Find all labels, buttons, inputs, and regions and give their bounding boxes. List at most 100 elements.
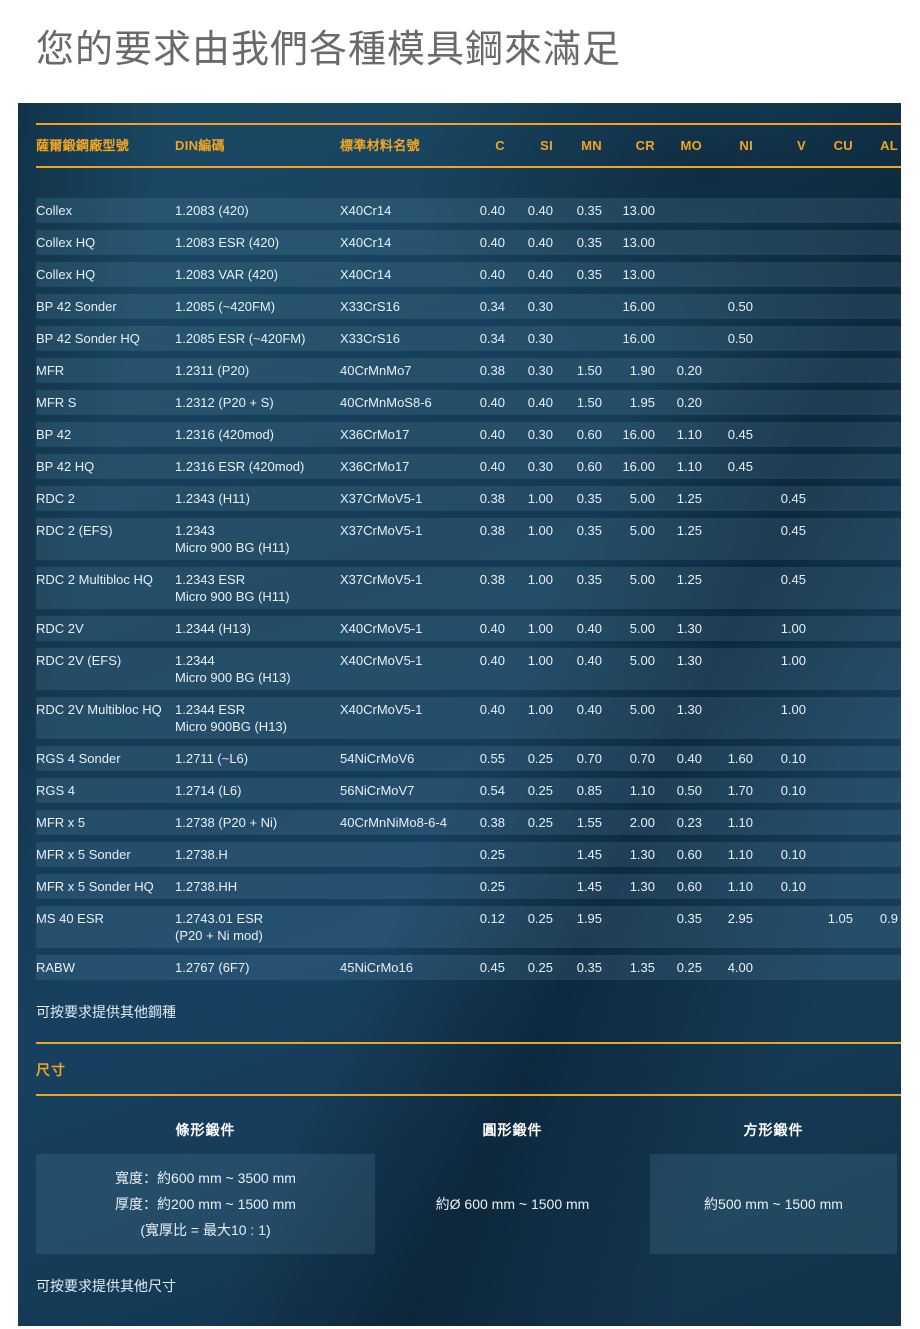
cell-value: 0.35 — [576, 523, 602, 538]
table-row: MFR x 5 1.2738 (P20 + Ni) 40CrMnNiMo8-6-4 0… — [36, 810, 901, 835]
cell-value: 0.30 — [527, 331, 553, 346]
cell-value: 0.25 — [479, 847, 505, 862]
cell-value: 0.25 — [479, 879, 505, 894]
cell-value: 1.25 — [676, 491, 702, 506]
cell-din: 1.2316 ESR (420mod) — [175, 459, 305, 474]
col-header-c: C — [495, 138, 505, 153]
cell-value: 0.45 — [727, 459, 753, 474]
sizes-top-rule — [36, 1042, 901, 1044]
cell-value: 0.20 — [676, 395, 702, 410]
round-forgings-header: 圓形鍛件 — [482, 1122, 543, 1138]
cell-value: 0.40 — [527, 235, 553, 250]
cell-value: 0.45 — [780, 523, 806, 538]
cell-material: X40Cr14 — [340, 235, 392, 250]
cell-value: 0.30 — [527, 299, 553, 314]
table-row: RDC 2V 1.2344 (H13) X40CrMoV5-1 0.40 1.00 0.4… — [36, 616, 901, 641]
col-header-cu: CU — [833, 138, 853, 153]
col-header-mn: MN — [581, 138, 602, 153]
cell-value: 0.35 — [576, 572, 602, 587]
cell-type: MFR x 5 — [36, 815, 86, 830]
cell-type: RDC 2 — [36, 491, 76, 506]
cell-value: 0.40 — [527, 395, 553, 410]
header-bottom-rule — [36, 166, 901, 168]
cell-value: 0.60 — [576, 459, 602, 474]
cell-value: 0.34 — [479, 299, 505, 314]
cell-value: 1.05 — [827, 911, 853, 926]
cell-value: 5.00 — [629, 523, 655, 538]
cell-value: 0.85 — [576, 783, 602, 798]
cell-value: 0.30 — [527, 427, 553, 442]
col-header-type: 薩爾鍛鋼廠型號 — [36, 138, 130, 153]
cell-value: 1.30 — [676, 621, 702, 636]
cell-type: BP 42 HQ — [36, 459, 95, 474]
cell-din: 1.2083 VAR (420) — [175, 267, 279, 282]
cell-value: 1.30 — [676, 653, 702, 668]
cell-din: 1.2344 ESR Micro 900BG (H13) — [175, 702, 287, 734]
cell-value: 0.50 — [727, 299, 753, 314]
cell-value: 0.45 — [727, 427, 753, 442]
cell-value: 1.45 — [576, 879, 602, 894]
cell-value: 0.9 — [879, 911, 898, 926]
cell-din: 1.2312 (P20 + S) — [175, 395, 274, 410]
table-header-row: 薩爾鍛鋼廠型號 DIN編碼 標準材料名號 C SI MN CR MO NI V … — [36, 137, 901, 154]
cell-material: X37CrMoV5-1 — [340, 572, 423, 587]
cell-value: 0.40 — [479, 267, 505, 282]
table-row: RDC 2 Multibloc HQ 1.2343 ESR Micro 900 BG… — [36, 567, 901, 609]
cell-value: 0.70 — [629, 751, 655, 766]
cell-value: 0.30 — [527, 363, 553, 378]
cell-value: 0.40 — [479, 459, 505, 474]
cell-value: 1.10 — [676, 427, 702, 442]
cell-value: 1.00 — [527, 702, 553, 717]
cell-material: X36CrMo17 — [340, 459, 410, 474]
cell-type: MFR — [36, 363, 65, 378]
cell-type: Collex HQ — [36, 267, 96, 282]
cell-value: 16.00 — [622, 331, 655, 346]
flat-forgings-width: 寬度：約600 mm ~ 3500 mm — [115, 1170, 296, 1186]
cell-value: 1.30 — [629, 847, 655, 862]
col-header-mo: MO — [680, 138, 702, 153]
cell-value: 0.25 — [527, 751, 553, 766]
table-row: Collex 1.2083 (420) X40Cr14 0.40 0.40 0.35 13.… — [36, 198, 901, 223]
cell-value: 0.40 — [576, 702, 602, 717]
cell-value: 1.00 — [780, 653, 806, 668]
cell-value: 0.70 — [576, 751, 602, 766]
flat-forgings-header: 條形鍛件 — [175, 1122, 236, 1138]
table-row: Collex HQ 1.2083 ESR (420) X40Cr14 0.40 0.40… — [36, 230, 901, 255]
cell-din: 1.2344 (H13) — [175, 621, 251, 636]
cell-material: X36CrMo17 — [340, 427, 410, 442]
cell-type: RDC 2 (EFS) — [36, 523, 113, 538]
table-row: BP 42 Sonder 1.2085 (~420FM) X33CrS16 0.34 0… — [36, 294, 901, 319]
cell-value: 0.20 — [676, 363, 702, 378]
cell-value: 0.60 — [576, 427, 602, 442]
cell-value: 1.35 — [629, 960, 655, 975]
cell-value: 0.40 — [527, 203, 553, 218]
cell-value: 1.25 — [676, 572, 702, 587]
col-header-si: SI — [540, 138, 553, 153]
square-forgings-box: 約500 mm ~ 1500 mm — [650, 1154, 897, 1254]
cell-din: 1.2767 (6F7) — [175, 960, 250, 975]
cell-value: 1.00 — [527, 523, 553, 538]
cell-material: X33CrS16 — [340, 331, 400, 346]
cell-value: 0.35 — [576, 267, 602, 282]
cell-type: RDC 2V — [36, 621, 84, 636]
cell-din: 1.2738.H — [175, 847, 228, 862]
cell-value: 0.25 — [527, 783, 553, 798]
table-row: BP 42 Sonder HQ 1.2085 ESR (~420FM) X33CrS… — [36, 326, 901, 351]
cell-value: 0.38 — [479, 815, 505, 830]
cell-value: 0.40 — [576, 621, 602, 636]
table-row: MFR S 1.2312 (P20 + S) 40CrMnMoS8-6 0.40 0.4… — [36, 390, 901, 415]
cell-type: MS 40 ESR — [36, 911, 104, 926]
header-top-rule — [36, 123, 901, 125]
cell-value: 0.60 — [676, 879, 702, 894]
cell-value: 0.35 — [576, 960, 602, 975]
cell-din: 1.2343 Micro 900 BG (H11) — [175, 523, 290, 555]
cell-value: 13.00 — [622, 203, 655, 218]
cell-din: 1.2083 ESR (420) — [175, 235, 280, 250]
cell-value: 0.40 — [479, 702, 505, 717]
page-title: 您的要求由我們各種模具鋼來滿足 — [36, 29, 622, 71]
cell-value: 13.00 — [622, 235, 655, 250]
cell-value: 0.55 — [479, 751, 505, 766]
cell-din: 1.2085 (~420FM) — [175, 299, 276, 314]
cell-material: 40CrMnMo7 — [340, 363, 412, 378]
cell-value: 0.12 — [479, 911, 505, 926]
